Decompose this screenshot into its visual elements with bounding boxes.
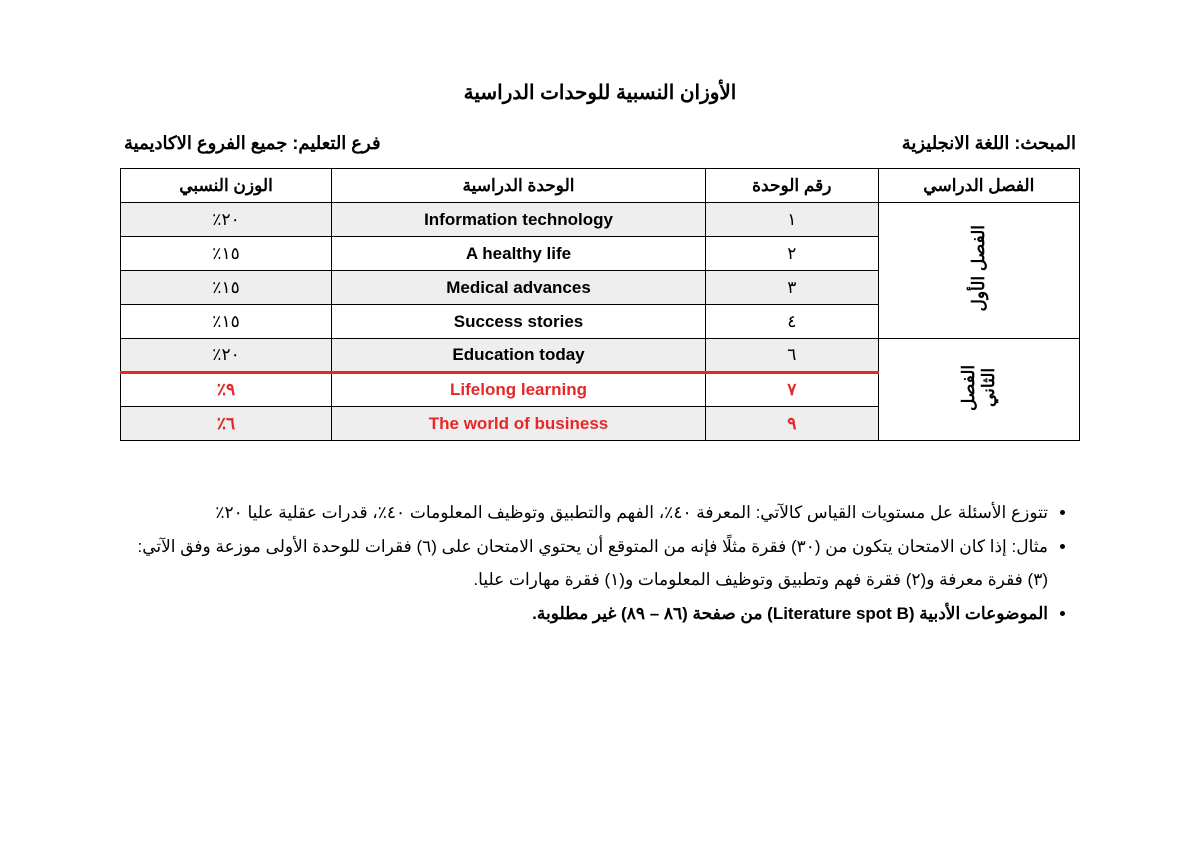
- notes-list: تتوزع الأسئلة عل مستويات القياس كالآتي: …: [120, 497, 1070, 630]
- cell-weight: ٦٪: [121, 407, 332, 441]
- subject-block: المبحث: اللغة الانجليزية: [902, 133, 1076, 154]
- table-header-row: الفصل الدراسي رقم الوحدة الوحدة الدراسية…: [121, 169, 1080, 203]
- note-item: تتوزع الأسئلة عل مستويات القياس كالآتي: …: [120, 497, 1048, 529]
- header-weight: الوزن النسبي: [121, 169, 332, 203]
- cell-unit-name: A healthy life: [332, 237, 706, 271]
- semester-label: الفصل الثاني: [959, 343, 999, 432]
- note-bold-suffix: ) من صفحة (٨٦ – ٨٩) غير مطلوبة.: [532, 604, 773, 623]
- cell-weight: ١٥٪: [121, 237, 332, 271]
- branch-block: فرع التعليم: جميع الفروع الاكاديمية: [124, 133, 381, 154]
- subject-label: المبحث:: [1009, 133, 1076, 153]
- table-row: الفصل الأول١Information technology٢٠٪: [121, 203, 1080, 237]
- cell-unit-no: ٤: [706, 305, 879, 339]
- table-row: الفصل الثاني٦Education today٢٠٪: [121, 339, 1080, 373]
- note-bold-prefix: الموضوعات الأدبية (: [909, 604, 1048, 623]
- cell-unit-no: ٦: [706, 339, 879, 373]
- cell-weight: ١٥٪: [121, 305, 332, 339]
- branch-value: جميع الفروع الاكاديمية: [124, 133, 287, 153]
- document-page: الأوزان النسبية للوحدات الدراسية المبحث:…: [0, 0, 1200, 672]
- cell-weight: ٩٪: [121, 373, 332, 407]
- cell-weight: ١٥٪: [121, 271, 332, 305]
- semester-cell-first: الفصل الأول: [878, 203, 1079, 339]
- header-unit-name: الوحدة الدراسية: [332, 169, 706, 203]
- cell-weight: ٢٠٪: [121, 203, 332, 237]
- branch-label: فرع التعليم:: [287, 133, 380, 153]
- note-item: مثال: إذا كان الامتحان يتكون من (٣٠) فقر…: [120, 531, 1048, 596]
- units-table: الفصل الدراسي رقم الوحدة الوحدة الدراسية…: [120, 168, 1080, 441]
- note-item-bold: الموضوعات الأدبية (Literature spot B) من…: [120, 598, 1048, 630]
- semester-label: الفصل الأول: [969, 225, 989, 312]
- page-title: الأوزان النسبية للوحدات الدراسية: [120, 80, 1080, 105]
- meta-row: المبحث: اللغة الانجليزية فرع التعليم: جم…: [120, 133, 1080, 154]
- cell-unit-no: ١: [706, 203, 879, 237]
- cell-unit-no: ٣: [706, 271, 879, 305]
- header-semester: الفصل الدراسي: [878, 169, 1079, 203]
- cell-unit-name: The world of business: [332, 407, 706, 441]
- cell-unit-name: Education today: [332, 339, 706, 373]
- cell-unit-no: ٧: [706, 373, 879, 407]
- header-unit-no: رقم الوحدة: [706, 169, 879, 203]
- cell-weight: ٢٠٪: [121, 339, 332, 373]
- semester-cell-second: الفصل الثاني: [878, 339, 1079, 441]
- cell-unit-no: ٩: [706, 407, 879, 441]
- subject-value: اللغة الانجليزية: [902, 133, 1010, 153]
- cell-unit-no: ٢: [706, 237, 879, 271]
- cell-unit-name: Lifelong learning: [332, 373, 706, 407]
- notes-section: تتوزع الأسئلة عل مستويات القياس كالآتي: …: [120, 497, 1080, 630]
- note-bold-ltr: Literature spot B: [773, 604, 909, 623]
- cell-unit-name: Medical advances: [332, 271, 706, 305]
- cell-unit-name: Success stories: [332, 305, 706, 339]
- cell-unit-name: Information technology: [332, 203, 706, 237]
